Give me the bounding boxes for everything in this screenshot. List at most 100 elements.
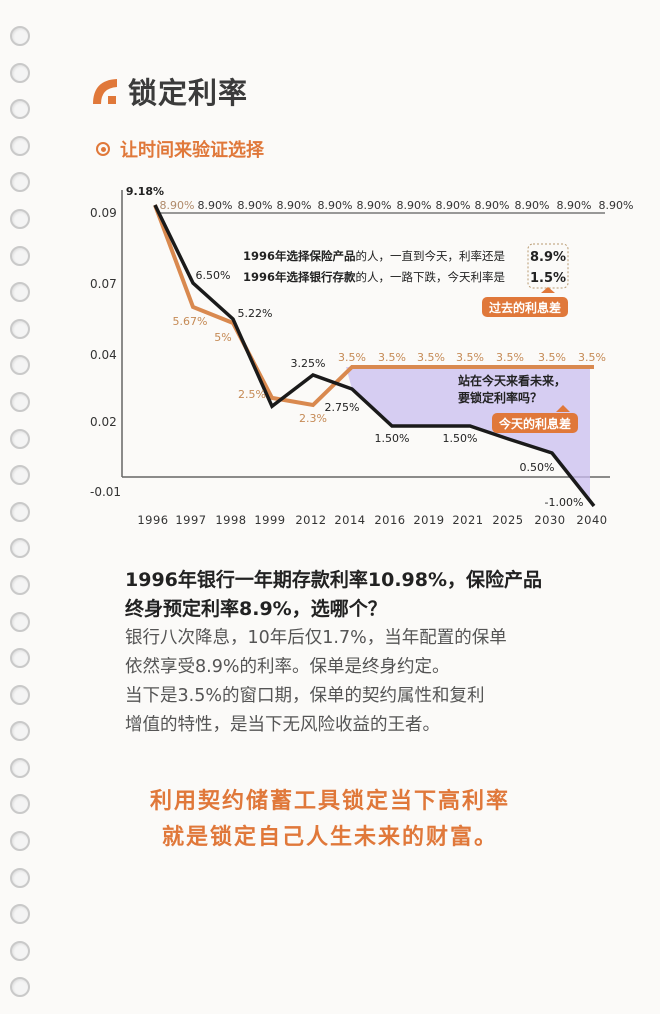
y-tick-label: 0.09: [90, 206, 117, 220]
data-label-locked: 8.90%: [238, 199, 273, 212]
interest-gap-area: [346, 367, 590, 502]
up-arrow-icon: [556, 405, 570, 412]
data-label-locked: 8.90%: [277, 199, 312, 212]
data-label-locked: 8.90%: [557, 199, 592, 212]
data-label-insurance: 5.67%: [173, 315, 208, 328]
data-label-insurance: 3.5%: [378, 351, 406, 364]
x-tick-label: 2025: [492, 513, 523, 527]
x-tick-label: 2040: [576, 513, 607, 527]
ring-hole: [10, 172, 30, 193]
ring-hole: [10, 611, 30, 632]
x-tick-label: 2021: [452, 513, 483, 527]
ring-hole: [10, 391, 30, 412]
data-label-locked: 8.90%: [436, 199, 471, 212]
ring-hole: [10, 428, 30, 449]
data-label-bank: 6.50%: [196, 269, 231, 282]
series-line-insurance: [153, 204, 594, 408]
annotation-insurance: 1996年选择保险产品的人，一直到今天，利率还是: [243, 249, 506, 263]
paragraph-line: 当下是3.5%的窗口期，保单的契约属性和复利: [125, 686, 485, 706]
data-label-locked: 8.90%: [160, 199, 195, 212]
y-tick-label: 0.02: [90, 415, 117, 429]
ring-hole: [10, 940, 30, 961]
data-label-insurance: 3.5%: [578, 351, 606, 364]
title-text: 锁定利率: [128, 76, 249, 110]
ring-hole: [10, 867, 30, 888]
x-tick-label: 2016: [374, 513, 405, 527]
past-gap-label: 过去的利息差: [489, 300, 561, 315]
annotation-value: 8.9%: [530, 250, 566, 265]
subtitle: 让时间来验证选择: [96, 136, 264, 162]
paragraph-line: 依然享受8.9%的利率。保单是终身约定。: [125, 657, 450, 677]
ring-hole: [10, 355, 30, 376]
series-line-bank: [153, 204, 596, 508]
data-label-locked: 8.90%: [397, 199, 432, 212]
target-icon: [96, 142, 110, 156]
ring-hole: [10, 26, 30, 46]
question-line: 终身预定利率8.9%，选哪个？: [125, 598, 387, 620]
question-annotation: 站在今天来看未来，: [458, 373, 566, 388]
annotation-value: 1.5%: [530, 271, 566, 286]
ring-hole: [10, 501, 30, 522]
interest-rate-chart: 0.09 0.07 0.04 0.02 -0.01 1996 1997 1998 1999 201…: [90, 185, 634, 527]
past-gap-badge: [482, 297, 568, 317]
paragraph-line: 银行八次降息，10年后仅1.7%，当年配置的保单: [125, 628, 507, 648]
data-label-insurance: 2.3%: [299, 412, 327, 425]
data-label-insurance: 2.5%: [238, 388, 266, 401]
data-label-locked: 8.90%: [515, 199, 550, 212]
question-annotation: 要锁定利率吗？: [458, 390, 542, 405]
data-label-insurance: 3.5%: [417, 351, 445, 364]
ring-hole: [10, 684, 30, 705]
value-box: [527, 243, 569, 289]
logo-arc-icon: [93, 79, 117, 104]
x-tick-label: 2014: [334, 513, 365, 527]
data-label-bank: 5.22%: [238, 307, 273, 320]
ring-hole: [10, 794, 30, 815]
ring-hole: [10, 245, 30, 266]
ring-hole: [10, 757, 30, 778]
y-tick-label: 0.04: [90, 348, 117, 362]
ring-hole: [10, 904, 30, 925]
ring-hole: [10, 574, 30, 595]
data-label-insurance: 3.5%: [538, 351, 566, 364]
ring-hole: [10, 99, 30, 120]
ring-hole: [10, 282, 30, 303]
data-label-bank: 2.75%: [325, 401, 360, 414]
data-label-locked: 8.90%: [318, 199, 353, 212]
ring-hole: [10, 62, 30, 83]
paragraph-line: 增值的特性，是当下无风险收益的王者。: [125, 715, 440, 735]
slogan-line: 利用契约储蓄工具锁定当下高利率: [149, 789, 510, 814]
slogan-line: 就是锁定自己人生未来的财富。: [161, 825, 498, 850]
data-label-bank: 3.25%: [291, 357, 326, 370]
ring-hole: [10, 208, 30, 229]
data-label-insurance: 3.5%: [456, 351, 484, 364]
data-label-bank: 0.50%: [520, 461, 555, 474]
ring-hole: [10, 318, 30, 339]
x-tick-label: 2019: [413, 513, 444, 527]
data-label-bank: 9.18%: [126, 185, 164, 198]
ring-hole: [10, 648, 30, 669]
data-label-bank: 1.50%: [443, 432, 478, 445]
notebook-rings: [10, 26, 32, 1014]
data-label-locked: 8.90%: [599, 199, 634, 212]
y-tick-label: 0.07: [90, 277, 117, 291]
y-tick-label: -0.01: [90, 485, 121, 499]
data-label-insurance: 3.5%: [338, 351, 366, 364]
question-line: 1996年银行一年期存款利率10.98%，保险产品: [125, 569, 543, 591]
ring-hole: [10, 135, 30, 156]
ring-hole: [10, 721, 30, 742]
x-tick-label: 2030: [534, 513, 565, 527]
data-label-insurance: 5%: [214, 331, 231, 344]
x-tick-label: 1998: [215, 513, 246, 527]
data-label-locked: 8.90%: [357, 199, 392, 212]
x-tick-label: 1996: [137, 513, 168, 527]
today-gap-label: 今天的利息差: [498, 416, 571, 431]
annotation-bank: 1996年选择银行存款的人，一路下跌，今天利率是: [243, 270, 506, 284]
ring-hole: [10, 465, 30, 486]
ring-hole: [10, 538, 30, 559]
ring-hole: [10, 831, 30, 852]
ring-hole: [10, 977, 30, 998]
x-tick-label: 1997: [175, 513, 206, 527]
data-label-bank: -1.00%: [545, 496, 584, 509]
x-tick-label: 1999: [254, 513, 285, 527]
slogan: 利用契约储蓄工具锁定当下高利率 就是锁定自己人生未来的财富。: [0, 784, 660, 856]
